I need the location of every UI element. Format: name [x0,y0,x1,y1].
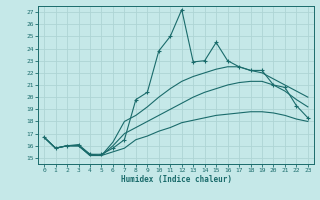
X-axis label: Humidex (Indice chaleur): Humidex (Indice chaleur) [121,175,231,184]
